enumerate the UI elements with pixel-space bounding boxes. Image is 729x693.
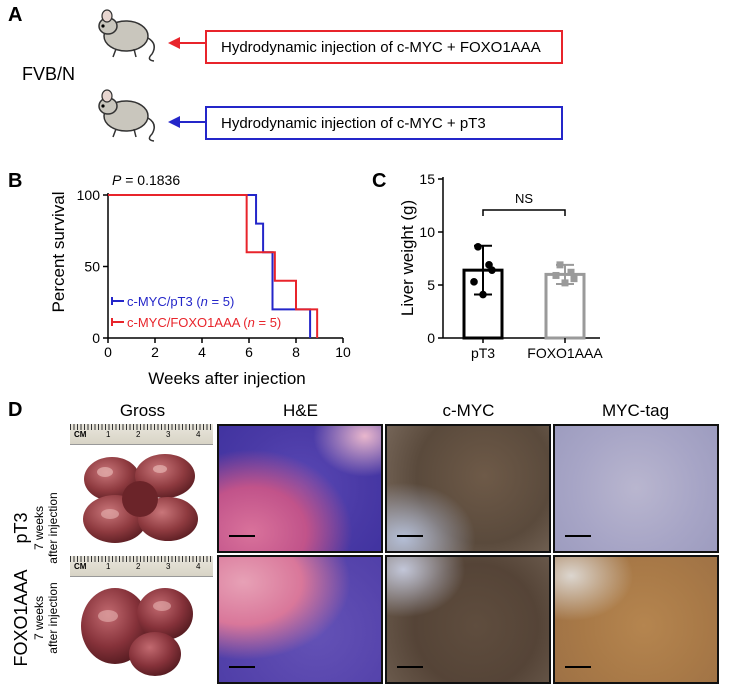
liver-weight-chart: 0 5 10 15 pT3 FOXO1AAA Liver weight (g) NS <box>398 171 603 361</box>
x-tick-label: pT3 <box>471 345 495 361</box>
myctag-image-pt3 <box>553 424 719 553</box>
x-axis-label: Weeks after injection <box>148 369 305 388</box>
panel-label-d: D <box>8 399 23 421</box>
strain-label: FVB/N <box>22 64 76 84</box>
injection-box-text: Hydrodynamic injection of c-MYC + FOXO1A… <box>221 38 541 56</box>
x-tick-label: 6 <box>245 344 253 360</box>
scale-bar <box>397 666 423 668</box>
scale-bar <box>565 666 591 668</box>
x-tick-label: 10 <box>335 344 351 360</box>
row-label-name: pT3 <box>10 512 31 544</box>
panel-label-a: A <box>8 4 23 26</box>
y-tick-label: 5 <box>427 277 435 293</box>
data-point <box>474 243 482 251</box>
y-tick-label: 10 <box>419 224 435 240</box>
injection-box-foxo1aaa: Hydrodynamic injection of c-MYC + FOXO1A… <box>205 30 563 64</box>
data-point <box>488 266 496 274</box>
column-title-gross: Gross <box>119 401 166 420</box>
data-point <box>479 290 487 299</box>
panel-label-b: B <box>8 170 23 192</box>
legend-entry: c-MYC/pT3 (n = 5) <box>127 294 234 309</box>
p-value-annotation: P = 0.1836 <box>112 172 180 188</box>
cmyc-image-foxo1aaa <box>385 555 551 684</box>
ruler: CM 1 2 3 4 <box>70 556 213 577</box>
liver-image <box>81 588 193 676</box>
he-image-pt3 <box>217 424 383 553</box>
row-label-foxo1aaa: FOXO1AAA 7 weeks after injection <box>1 543 69 693</box>
ruler-number: 2 <box>136 562 141 571</box>
survival-line-1 <box>108 194 319 338</box>
row-label-weeks: 7 weeks <box>31 595 46 641</box>
ruler-number: 3 <box>166 562 171 571</box>
arrow-icon-red <box>168 37 208 49</box>
liver-image <box>83 454 198 543</box>
ruler: CM 1 2 3 4 <box>70 424 213 445</box>
mouse-icon-bottom <box>98 89 155 142</box>
mouse-icon-top <box>98 9 155 62</box>
myctag-image-foxo1aaa <box>553 555 719 684</box>
gross-photo-pt3: CM 1 2 3 4 <box>70 424 213 552</box>
significance-bracket <box>482 209 566 216</box>
data-point <box>561 279 569 287</box>
scale-bar <box>229 535 255 537</box>
legend: c-MYC/pT3 (n = 5) c-MYC/FOXO1AAA (n = 5) <box>111 294 281 330</box>
column-title-he: H&E <box>283 401 318 420</box>
column-title-cmyc: c-MYC <box>442 401 495 420</box>
cmyc-image-pt3 <box>385 424 551 553</box>
y-tick-label: 15 <box>419 171 435 187</box>
injection-box-pt3: Hydrodynamic injection of c-MYC + pT3 <box>205 106 563 140</box>
data-point <box>556 261 564 269</box>
data-point <box>470 278 478 286</box>
y-tick-label: 0 <box>427 330 435 346</box>
ruler-number: 1 <box>106 562 111 571</box>
ruler-number: 3 <box>166 430 171 439</box>
y-tick-label: 0 <box>92 330 100 346</box>
ruler-number: 4 <box>196 430 201 439</box>
ruler-number: 2 <box>136 430 141 439</box>
ruler-label: CM <box>74 430 87 439</box>
legend-entry: c-MYC/FOXO1AAA (n = 5) <box>127 315 281 330</box>
ruler-label: CM <box>74 562 87 571</box>
scale-bar <box>229 666 255 668</box>
scale-bar <box>397 535 423 537</box>
ns-annotation: NS <box>515 191 533 206</box>
x-tick-label: 4 <box>198 344 206 360</box>
row-label-name: FOXO1AAA <box>10 569 31 667</box>
data-point <box>552 271 560 279</box>
x-tick-label: 2 <box>151 344 159 360</box>
ruler-number: 4 <box>196 562 201 571</box>
x-tick-label: 0 <box>104 344 112 360</box>
panel-label-c: C <box>372 170 387 192</box>
x-tick-label: 8 <box>292 344 300 360</box>
ruler-number: 1 <box>106 430 111 439</box>
column-title-myctag: MYC-tag <box>601 401 670 420</box>
he-image-foxo1aaa <box>217 555 383 684</box>
y-axis-label: Percent survival <box>49 192 68 313</box>
data-point <box>567 268 575 276</box>
y-tick-label: 100 <box>77 187 101 203</box>
y-tick-label: 50 <box>84 259 100 275</box>
row-label-after: after injection <box>45 582 60 654</box>
x-tick-label: FOXO1AAA <box>527 345 603 361</box>
y-axis-label: Liver weight (g) <box>398 200 417 316</box>
gross-photo-foxo1aaa: CM 1 2 3 4 <box>70 556 213 684</box>
arrow-icon-blue <box>168 116 208 128</box>
data-point <box>570 275 578 283</box>
scale-bar <box>565 535 591 537</box>
injection-box-text: Hydrodynamic injection of c-MYC + pT3 <box>221 114 486 132</box>
